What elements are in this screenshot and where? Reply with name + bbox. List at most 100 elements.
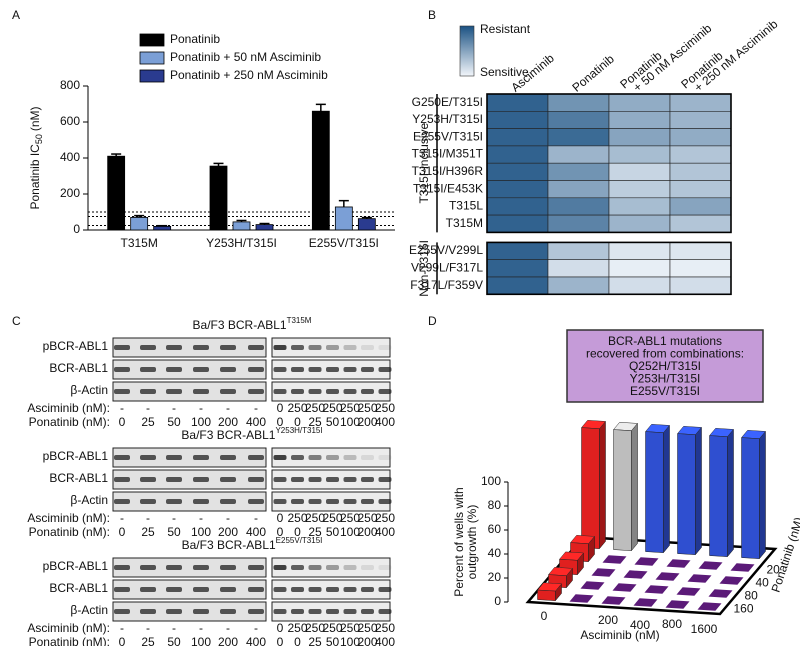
blot-band [248,565,264,570]
heatmap-cell [548,111,609,128]
group-label: T315I-inclusive [417,123,431,204]
z-tick-label: 80 [488,498,502,512]
blot-band [361,609,374,614]
x-tick-label: 1600 [691,622,718,636]
blot-title: Ba/F3 BCR-ABL1T315M [193,316,312,332]
blot-band [166,345,182,350]
bar [335,207,352,230]
bar [646,432,664,553]
blot-band [193,587,209,592]
blot-band [166,609,182,614]
heatmap-cell [670,94,731,111]
legend-swatch [140,52,164,64]
depth-tick-label: 40 [756,576,770,590]
lane-label: - [226,401,230,415]
blot-band [166,455,182,460]
dose-label: Asciminib (nM): [27,401,110,415]
blot-band [140,367,156,372]
blot-band [166,499,182,504]
blot-band [379,455,392,460]
heatmap-cell [670,111,731,128]
heatmap-cell [609,181,670,198]
bar [108,156,125,230]
depth-tick-label: 160 [734,602,754,616]
lane-label: 200 [218,415,238,429]
blot-band [140,609,156,614]
heatmap-cell [609,163,670,180]
blot-band [326,389,339,394]
bar [210,166,227,230]
lane-label: 50 [326,415,340,429]
heatmap-cell [609,277,670,294]
lane-label: 400 [246,635,266,646]
heatmap-cell [670,181,731,198]
blot-band [220,587,236,592]
bar [312,111,329,230]
blot-band [379,587,392,592]
blot-band [193,345,209,350]
blot-title-text: Ba/F3 BCR-ABL1 [182,538,276,552]
panel-label: B [428,8,436,22]
heatmap-cell [548,277,609,294]
blot-band [344,499,357,504]
blot-band [309,499,322,504]
bar [678,434,696,555]
dose-label: Ponatinib (nM): [29,415,110,429]
blot-band [309,345,322,350]
blot-band [274,499,287,504]
bar-side [663,425,669,552]
blot-band [344,587,357,592]
blot-band [166,587,182,592]
blot-band [114,609,130,614]
column-label: Ponatinib [569,52,617,95]
blot-band [361,455,374,460]
blot-band [274,367,287,372]
blot-band [291,587,304,592]
lane-label: - [146,401,150,415]
y-axis-label: Ponatinib IC50(nM) [28,106,44,209]
bar [154,226,171,230]
heatmap-cell [487,198,548,215]
heatmap-cell [609,129,670,146]
blot-box [113,360,266,379]
blot-band [140,565,156,570]
lane-label: - [199,401,203,415]
blot-band [344,367,357,372]
panel-label: A [12,8,20,22]
blot-band [248,345,264,350]
lane-label: - [254,621,258,635]
legend-label: Ponatinib [170,32,220,46]
x-tick-label: T315M [120,236,157,250]
blot-band [193,367,209,372]
x-tick-label: 200 [598,613,618,627]
heatmap-cell [548,163,609,180]
heatmap-cell [609,111,670,128]
lane-label: - [199,621,203,635]
heatmap-cell [548,198,609,215]
blot-band [114,587,130,592]
bar [256,225,273,230]
blot-box [113,382,266,401]
heatmap-cell [487,215,548,232]
blot-band [326,609,339,614]
blot-band [220,477,236,482]
blot-band [361,477,374,482]
blot-band [344,565,357,570]
blot-band [114,499,130,504]
panel-label: C [12,314,21,328]
lane-label: 400 [246,525,266,539]
z-tick-label: 20 [488,570,502,584]
y-axis-label-sub: 50 [34,134,44,144]
lane-label: 250 [375,621,395,635]
heatmap-cell [670,129,731,146]
blot-band [140,389,156,394]
lane-label: 200 [218,525,238,539]
bar [614,430,632,551]
bar-side [727,429,733,556]
blot-band [248,499,264,504]
heatmap-cell [548,215,609,232]
x-tick-label: E255V/T315I [309,236,379,250]
blot-band [309,587,322,592]
row-label: T315M [446,216,483,230]
blot-band [248,477,264,482]
